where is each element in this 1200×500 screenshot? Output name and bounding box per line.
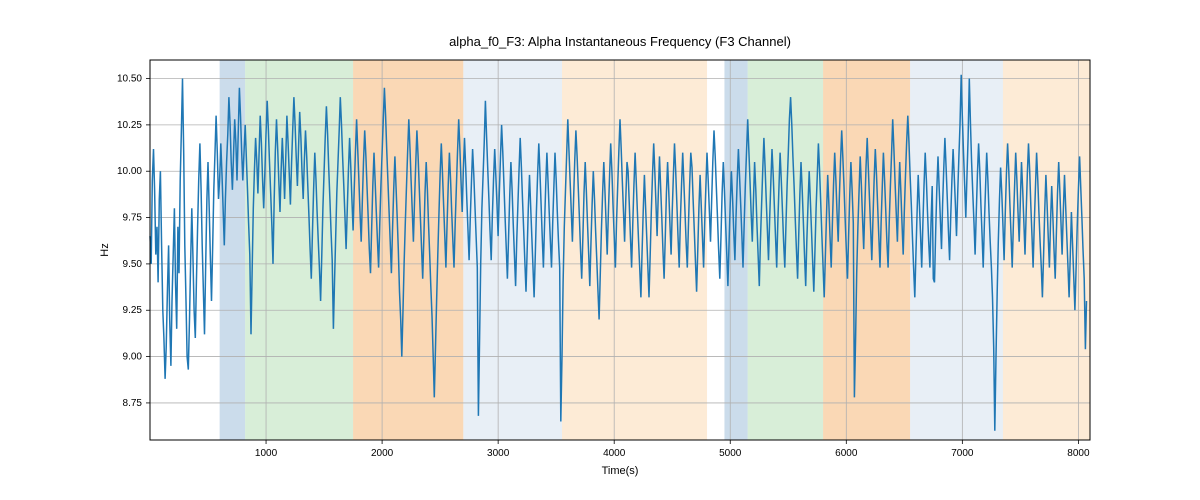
xtick-label: 2000 [371, 448, 394, 459]
background-region [562, 60, 707, 440]
xtick-label: 3000 [487, 448, 510, 459]
background-region [220, 60, 246, 440]
xtick-label: 1000 [255, 448, 278, 459]
ytick-label: 9.25 [123, 305, 143, 316]
background-region [823, 60, 910, 440]
ytick-label: 9.00 [123, 352, 143, 363]
ytick-label: 10.00 [117, 166, 142, 177]
xlabel: Time(s) [602, 465, 639, 477]
ytick-label: 8.75 [123, 398, 143, 409]
ytick-label: 9.75 [123, 213, 143, 224]
xtick-label: 6000 [835, 448, 858, 459]
chart-title: alpha_f0_F3: Alpha Instantaneous Frequen… [449, 34, 791, 49]
xtick-label: 7000 [951, 448, 974, 459]
chart-svg: 1000 2000 3000 4000 5000 6000 7000 8000 8.75 9.00… [0, 0, 1200, 500]
ylabel: Hz [99, 243, 111, 256]
chart-container: 1000 2000 3000 4000 5000 6000 7000 8000 8.75 9.00… [0, 0, 1200, 500]
background-region [910, 60, 1003, 440]
xtick-label: 5000 [719, 448, 742, 459]
ytick-label: 10.50 [117, 74, 142, 85]
ytick-label: 9.50 [123, 259, 143, 270]
xtick-label: 8000 [1067, 448, 1090, 459]
xtick-label: 4000 [603, 448, 626, 459]
ytick-label: 10.25 [117, 120, 142, 131]
